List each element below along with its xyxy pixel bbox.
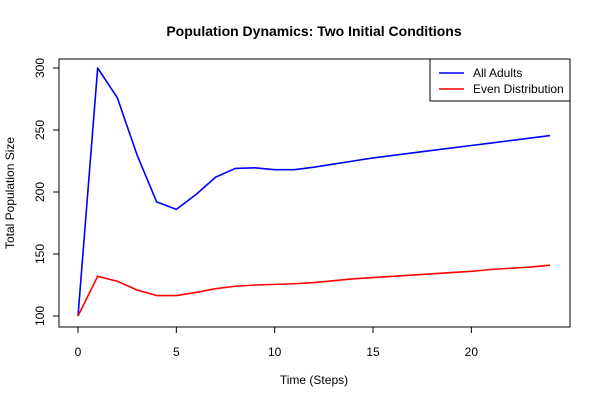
series-line-even-distribution (77, 264, 551, 317)
chart-title: Population Dynamics: Two Initial Conditi… (166, 23, 462, 39)
legend: All Adults Even Distribution (429, 58, 571, 102)
y-tick-label: 300 (33, 58, 47, 78)
legend-box (429, 58, 571, 102)
series-layer (77, 67, 551, 317)
y-tick-label: 100 (33, 306, 47, 326)
x-tick-label: 20 (465, 345, 479, 359)
x-tick-label: 5 (173, 345, 180, 359)
y-axis-label: Total Population Size (3, 137, 17, 249)
x-tick-label: 0 (75, 345, 82, 359)
legend-label-even-distribution: Even Distribution (473, 82, 564, 96)
x-axis-label: Time (Steps) (280, 373, 348, 387)
x-tick-label: 15 (366, 345, 380, 359)
x-tick-label: 10 (268, 345, 282, 359)
x-axis: 0 5 10 15 20 (75, 326, 479, 359)
y-tick-label: 250 (33, 120, 47, 140)
legend-label-all-adults: All Adults (473, 66, 522, 80)
y-tick-label: 200 (33, 182, 47, 202)
y-axis: 100 150 200 250 300 (33, 58, 60, 326)
y-tick-label: 150 (33, 244, 47, 264)
series-line-all-adults (77, 67, 551, 317)
